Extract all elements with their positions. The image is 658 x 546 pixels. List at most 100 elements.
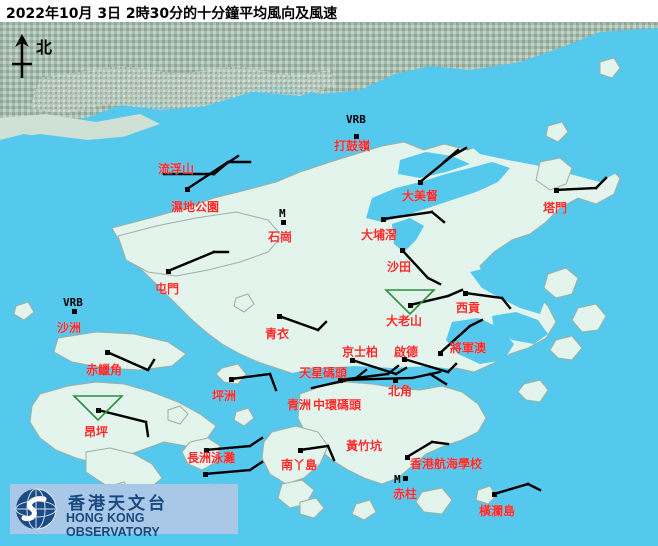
mainland-urban xyxy=(30,66,336,114)
station-label[interactable]: 青衣 xyxy=(265,327,290,341)
island-small-4 xyxy=(545,121,569,143)
north-arrow-icon xyxy=(12,34,32,78)
station-label[interactable]: 青洲 xyxy=(287,398,312,412)
tuen-mun-coast xyxy=(117,211,283,277)
station-dot[interactable] xyxy=(229,377,234,382)
station-label[interactable]: 昂坪 xyxy=(84,425,109,439)
north-arrow: 北 xyxy=(8,30,52,80)
station-dot[interactable] xyxy=(105,350,110,355)
calm-triangle-np xyxy=(72,395,124,422)
station-label[interactable]: 香港航海學校 xyxy=(410,457,483,471)
mirs-bay-water xyxy=(466,136,618,182)
wind-barb-clk xyxy=(105,350,156,372)
station-dot[interactable] xyxy=(393,378,398,383)
station-label[interactable]: 大老山 xyxy=(386,314,423,328)
station-label[interactable]: 塔門 xyxy=(543,201,568,215)
station-dot[interactable] xyxy=(277,314,282,319)
station-label[interactable]: 赤鱲角 xyxy=(86,363,123,377)
station-label[interactable]: 橫瀾島 xyxy=(479,504,516,518)
wind-barb-sk xyxy=(463,291,512,310)
wind-barb-waglan xyxy=(492,482,542,496)
wind-barb-layer xyxy=(96,146,608,496)
station-label[interactable]: 京士柏 xyxy=(342,345,379,359)
station-dot[interactable] xyxy=(338,378,343,383)
station-label[interactable]: 西貢 xyxy=(456,301,481,315)
map-canvas[interactable]: 北 VRB 打鼓嶺流浮山濕地公園 M 石崗 大美督塔門大埔滘沙田屯門 VRB 沙洲赤鱲角 大老… xyxy=(0,22,658,546)
station-dot[interactable] xyxy=(298,448,303,453)
wind-barb-tapmun xyxy=(554,176,608,192)
station-label[interactable]: 南丫島 xyxy=(281,458,318,472)
station-label[interactable]: 沙洲 xyxy=(57,321,82,335)
station-dot[interactable] xyxy=(438,351,443,356)
station-label[interactable]: 赤柱 xyxy=(393,487,418,501)
wind-barb-tsingyi xyxy=(277,314,328,332)
station-label[interactable]: 長洲泳灘 xyxy=(187,451,236,465)
station-dot[interactable] xyxy=(400,248,405,253)
station-dot[interactable] xyxy=(463,291,468,296)
station-label[interactable]: 中環碼頭 xyxy=(313,398,362,412)
wind-barb-tmt xyxy=(418,146,468,184)
saikung-water-1 xyxy=(470,266,546,314)
station-dot[interactable] xyxy=(72,309,77,314)
wind-barb-tls xyxy=(408,288,464,307)
station-label[interactable]: 流浮山 xyxy=(158,162,195,176)
wind-barb-shatin xyxy=(400,248,442,286)
plover-cove-water xyxy=(398,152,470,178)
vrb-flag: VRB xyxy=(63,296,83,309)
hko-logo-zh: 香港天文台 xyxy=(68,494,168,514)
station-dot[interactable] xyxy=(381,217,386,222)
vrb-flag: VRB xyxy=(346,113,366,126)
station-label[interactable]: 沙田 xyxy=(387,260,412,274)
island-lamma xyxy=(261,425,329,485)
station-label[interactable]: 將軍澳 xyxy=(450,341,487,355)
station-dot[interactable] xyxy=(408,303,413,308)
station-dot[interactable] xyxy=(185,187,190,192)
lantau-island xyxy=(29,381,217,465)
island-sai-kung-2 xyxy=(571,303,607,333)
station-label[interactable]: 石崗 xyxy=(268,230,293,244)
station-dot[interactable] xyxy=(281,220,286,225)
wind-barb-ccbeach xyxy=(204,436,264,452)
station-dot[interactable] xyxy=(203,472,208,477)
calm-flag: M xyxy=(394,473,401,486)
island-small-6 xyxy=(351,499,377,521)
station-dot[interactable] xyxy=(402,357,407,362)
island-sai-kung-3 xyxy=(549,335,583,361)
station-dot[interactable] xyxy=(354,134,359,139)
island-small-2 xyxy=(233,407,255,427)
station-label[interactable]: 天星碼頭 xyxy=(299,366,348,380)
island-small-1 xyxy=(167,405,189,425)
tolo-harbour-water xyxy=(366,162,510,222)
station-label[interactable]: 坪洲 xyxy=(212,389,237,403)
station-label[interactable]: 北角 xyxy=(388,384,413,398)
hko-globe-logo xyxy=(15,488,57,530)
station-dot[interactable] xyxy=(204,448,209,453)
station-dot[interactable] xyxy=(350,358,355,363)
station-label[interactable]: 大埔滘 xyxy=(361,228,398,242)
station-label[interactable]: 打鼓嶺 xyxy=(334,139,371,153)
island-sai-kung-1 xyxy=(543,267,579,299)
terrain-layer xyxy=(0,22,658,521)
wind-barb-cheungchau xyxy=(203,460,264,476)
station-dot[interactable] xyxy=(554,188,559,193)
wind-barb-wetland xyxy=(185,154,252,191)
station-dot[interactable] xyxy=(403,476,408,481)
station-dot[interactable] xyxy=(166,269,171,274)
station-label[interactable]: 大美督 xyxy=(402,189,439,203)
wind-barb-tpk xyxy=(381,210,446,224)
station-dot[interactable] xyxy=(418,180,423,185)
station-label[interactable]: 屯門 xyxy=(155,282,180,296)
station-dot[interactable] xyxy=(492,492,497,497)
station-label[interactable]: 啟德 xyxy=(394,345,419,359)
island-waglan xyxy=(475,485,497,505)
station-label[interactable]: 黃竹坑 xyxy=(346,439,383,453)
hong-kong-island xyxy=(297,381,487,485)
island-tapmun xyxy=(535,157,573,191)
station-dot[interactable] xyxy=(405,455,410,460)
island-small-5 xyxy=(299,497,325,519)
wind-barb-tko xyxy=(438,318,484,355)
wind-barb-seaschool xyxy=(405,440,450,459)
station-label[interactable]: 濕地公園 xyxy=(171,200,220,214)
station-dot[interactable] xyxy=(96,408,101,413)
